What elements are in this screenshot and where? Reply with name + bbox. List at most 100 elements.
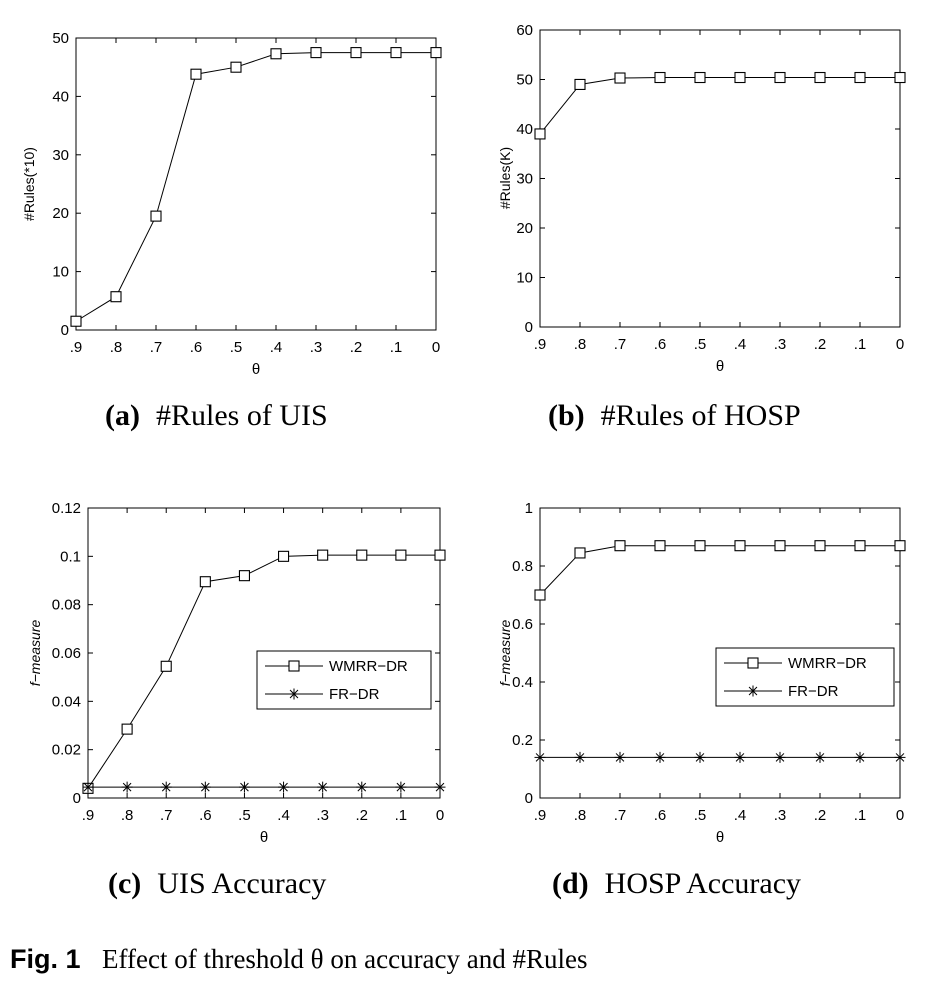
data-point (534, 751, 546, 763)
x-tick-label: .5 (238, 807, 251, 824)
data-point (694, 71, 706, 84)
data-point (774, 71, 786, 84)
y-tick-label: 40 (52, 88, 69, 105)
chart-panel-c: .9 .8 .7 .6 .5 .4 .3 .2 .1 0 0 0.02 0.04 0.06 0.08 0.1 0… (27, 500, 446, 900)
y-tick-label: 10 (52, 264, 69, 281)
subfigure-caption: (b) #Rules of HOSP (548, 399, 801, 432)
data-point (278, 550, 290, 562)
data-point (230, 61, 242, 73)
y-tick-label: 20 (52, 205, 69, 222)
data-point (534, 589, 546, 601)
y-axis-label: #Rules(*10) (21, 147, 37, 221)
y-tick-label: 0.02 (52, 742, 81, 759)
x-tick-label: .8 (110, 339, 123, 356)
x-tick-label: .8 (574, 336, 587, 353)
x-tick-label: .4 (734, 336, 747, 353)
data-point (734, 540, 746, 552)
series-line (75, 52, 436, 322)
data-point (310, 47, 322, 59)
y-tick-label: 0.04 (52, 693, 81, 710)
y-tick-label: 0 (73, 790, 81, 807)
figure-caption-text: Effect of threshold θ on accuracy and #R… (102, 944, 588, 974)
data-point (774, 540, 786, 552)
x-tick-label: .5 (694, 336, 707, 353)
data-point (774, 751, 786, 763)
legend-marker (288, 660, 300, 672)
y-tick-label: 0.6 (512, 616, 533, 633)
subfigure-letter: (a) (105, 399, 140, 432)
legend: WMRR−DR FR−DR (715, 647, 895, 707)
x-tick-label: .9 (82, 807, 95, 824)
subfigure-title: #Rules of HOSP (601, 399, 801, 432)
x-tick-label: .2 (814, 807, 827, 824)
data-point (395, 549, 407, 561)
y-tick-label: 0 (525, 790, 533, 807)
data-point (110, 291, 122, 303)
y-tick-label: 50 (516, 72, 533, 89)
chart-panel-a: .9 .8 .7 .6 .5 .4 .3 .2 .1 0 0 10 20 30 40 50 θ #Rules(*1… (21, 30, 442, 432)
data-point (150, 210, 162, 222)
data-point (614, 540, 626, 552)
data-point (534, 128, 546, 140)
legend-label: FR−DR (329, 686, 380, 703)
data-point (854, 540, 866, 552)
legend-box (256, 650, 432, 710)
data-point (82, 781, 94, 793)
data-point (278, 781, 290, 793)
x-tick-label: .1 (854, 807, 867, 824)
x-tick-label: .3 (316, 807, 329, 824)
data-point (70, 315, 82, 327)
data-point (199, 576, 211, 588)
chart-panel-b: .9 .8 .7 .6 .5 .4 .3 .2 .1 0 0 10 20 30 40 50 60 θ #Rules(… (497, 22, 906, 432)
subfigure-caption: (c) UIS Accuracy (108, 867, 326, 900)
series-line (87, 554, 440, 789)
data-point (317, 549, 329, 561)
legend-label: WMRR−DR (788, 655, 867, 672)
x-tick-label: .7 (614, 807, 627, 824)
plot-area (75, 37, 437, 331)
x-tick-label: .1 (854, 336, 867, 353)
y-tick-label: 0.08 (52, 597, 81, 614)
data-point (434, 549, 446, 561)
x-tick-label: .9 (534, 807, 547, 824)
y-tick-label: 40 (516, 121, 533, 138)
y-tick-label: 0.1 (60, 548, 81, 565)
x-tick-label: .3 (774, 807, 787, 824)
legend-marker (747, 657, 759, 669)
x-axis-label: θ (716, 829, 724, 846)
y-axis-label: #Rules(K) (497, 147, 513, 209)
x-tick-label: .5 (694, 807, 707, 824)
x-tick-label: 0 (896, 336, 904, 353)
y-axis-label: f−measure (27, 620, 43, 687)
legend: WMRR−DR FR−DR (256, 650, 432, 710)
y-tick-label: 30 (52, 147, 69, 164)
data-point (238, 570, 250, 582)
x-axis-label: θ (260, 829, 268, 846)
subfigure-caption: (d) HOSP Accuracy (552, 867, 801, 900)
data-point (694, 751, 706, 763)
x-tick-label: .7 (614, 336, 627, 353)
legend-label: WMRR−DR (329, 658, 408, 675)
plot-area (539, 507, 901, 799)
data-point (894, 751, 906, 763)
y-tick-label: 0.12 (52, 500, 81, 517)
y-tick-label: 10 (516, 270, 533, 287)
data-point (694, 540, 706, 552)
data-point (121, 723, 133, 735)
y-tick-label: 0.06 (52, 645, 81, 662)
data-point (814, 71, 826, 84)
data-point (654, 540, 666, 552)
subfigure-title: #Rules of UIS (156, 399, 328, 432)
x-tick-label: .1 (390, 339, 403, 356)
data-point (814, 540, 826, 552)
x-axis-label: θ (716, 358, 724, 375)
x-tick-label: 0 (432, 339, 440, 356)
subfigure-title: UIS Accuracy (157, 867, 326, 900)
data-point (894, 540, 906, 552)
data-point (654, 751, 666, 763)
x-tick-label: .4 (277, 807, 290, 824)
x-tick-label: .2 (814, 336, 827, 353)
data-point (614, 751, 626, 763)
y-axis-label: f−measure (497, 620, 513, 687)
